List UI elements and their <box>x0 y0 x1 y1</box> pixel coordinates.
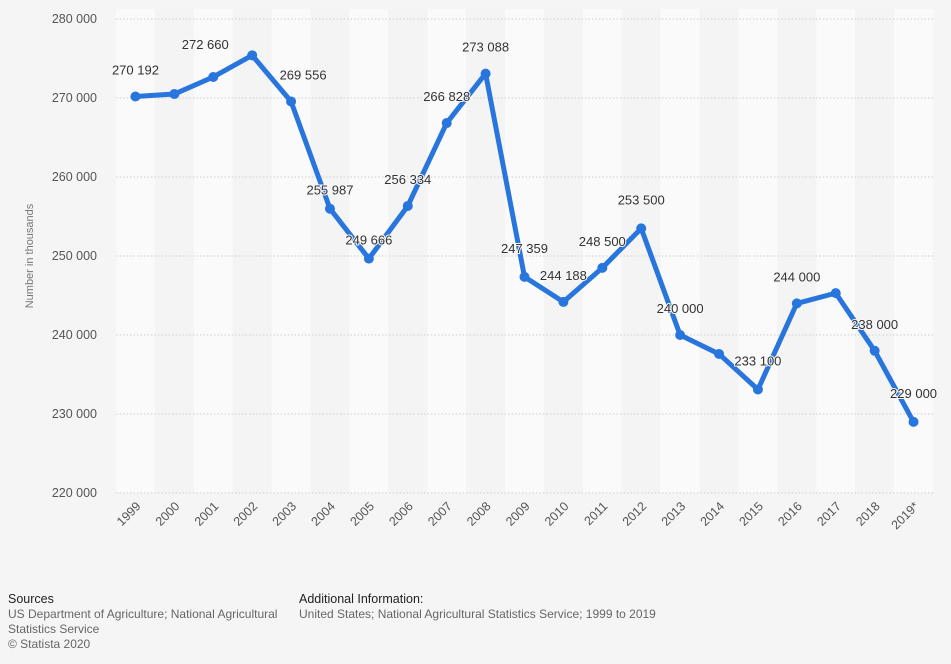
x-tick-label: 2004 <box>309 499 339 529</box>
additional-info-block: Additional Information: United States; N… <box>299 592 799 622</box>
data-point <box>441 118 452 129</box>
additional-info-text: United States; National Agricultural Sta… <box>299 607 656 621</box>
data-point <box>752 384 763 395</box>
x-tick-label: 2013 <box>659 499 689 529</box>
data-point <box>636 223 647 234</box>
data-label: 270 192 <box>112 62 159 77</box>
column-band <box>582 9 622 493</box>
data-point <box>558 296 569 307</box>
data-point <box>597 262 608 273</box>
data-point <box>286 96 297 107</box>
x-tick-label: 2005 <box>347 499 377 529</box>
column-band <box>816 9 856 493</box>
column-band <box>154 9 194 493</box>
data-point <box>247 50 258 61</box>
column-band <box>116 9 155 493</box>
data-label: 244 000 <box>773 269 820 284</box>
x-tick-label: 2018 <box>853 499 883 529</box>
x-tick-label: 2000 <box>153 499 183 529</box>
data-label: 269 556 <box>280 68 327 83</box>
column-band <box>738 9 778 493</box>
y-tick-label: 230 000 <box>52 407 97 421</box>
data-point <box>675 330 686 340</box>
x-tick-label: 2016 <box>775 499 805 529</box>
column-band <box>777 9 817 493</box>
x-tick-label: 2009 <box>503 499 533 529</box>
column-band <box>855 9 895 493</box>
sources-block: Sources US Department of Agriculture; Na… <box>8 592 293 652</box>
data-point <box>519 271 530 282</box>
data-point <box>169 89 180 100</box>
data-label: 256 334 <box>384 172 431 187</box>
x-tick-label: 2008 <box>464 499 494 529</box>
data-label: 244 188 <box>540 268 587 283</box>
data-label: 238 000 <box>851 317 898 332</box>
column-band <box>894 9 933 493</box>
column-band <box>621 9 661 493</box>
column-band <box>232 9 272 493</box>
data-point <box>402 200 413 211</box>
y-tick-label: 250 000 <box>52 249 97 263</box>
x-tick-label: 2007 <box>425 499 455 529</box>
data-point <box>908 416 919 427</box>
x-tick-label: 2011 <box>582 499 611 528</box>
data-point <box>130 91 141 102</box>
x-tick-label: 2015 <box>736 499 766 529</box>
data-point <box>480 68 491 79</box>
data-label: 255 987 <box>306 183 353 198</box>
column-band <box>349 9 389 493</box>
x-tick-label: 2010 <box>542 499 572 529</box>
data-point <box>791 298 802 309</box>
data-point <box>830 288 841 299</box>
data-label: 266 828 <box>423 89 470 104</box>
y-tick-label: 270 000 <box>52 91 97 105</box>
y-tick-label: 260 000 <box>52 170 97 184</box>
copyright: © Statista 2020 <box>8 637 91 651</box>
line-chart: 220 000 230 000 240 000 250 000 260 000 270 0… <box>24 9 938 533</box>
x-tick-label: 2019* <box>889 499 922 532</box>
column-band <box>310 9 350 493</box>
x-tick-label: 1999 <box>114 499 144 529</box>
data-label: 248 500 <box>579 234 626 249</box>
x-tick-label: 2003 <box>270 499 300 529</box>
column-band <box>660 9 700 493</box>
y-tick-label: 220 000 <box>52 486 97 500</box>
x-tick-label: 2012 <box>620 499 650 529</box>
x-tick-label: 2002 <box>231 499 261 529</box>
x-tick-label: 2001 <box>192 499 222 529</box>
data-label: 253 500 <box>618 192 665 207</box>
column-band <box>543 9 583 493</box>
y-axis-label: Number in thousands <box>24 203 36 308</box>
column-band <box>505 9 544 493</box>
data-point <box>363 253 374 264</box>
x-tick-label: 2006 <box>386 499 416 529</box>
data-label: 273 088 <box>462 40 509 55</box>
additional-info-heading: Additional Information: <box>299 592 424 606</box>
data-label: 272 660 <box>182 37 229 52</box>
data-label: 229 000 <box>890 386 937 401</box>
x-tick-label: 2017 <box>814 499 844 529</box>
data-point <box>869 345 880 356</box>
column-band <box>388 9 428 493</box>
data-label: 233 100 <box>734 354 781 369</box>
data-label: 249 666 <box>345 233 392 248</box>
column-band <box>193 9 233 493</box>
data-label: 247 359 <box>501 241 548 256</box>
data-point <box>324 203 335 214</box>
column-band <box>699 9 739 493</box>
x-tick-label: 2014 <box>698 499 728 529</box>
data-point <box>714 348 725 359</box>
sources-text[interactable]: US Department of Agriculture; National A… <box>8 607 278 636</box>
data-label: 240 000 <box>657 301 704 316</box>
sources-heading: Sources <box>8 592 54 606</box>
data-point <box>208 71 219 82</box>
column-band <box>427 9 467 493</box>
y-tick-label: 240 000 <box>52 328 97 342</box>
y-tick-label: 280 000 <box>52 12 97 26</box>
